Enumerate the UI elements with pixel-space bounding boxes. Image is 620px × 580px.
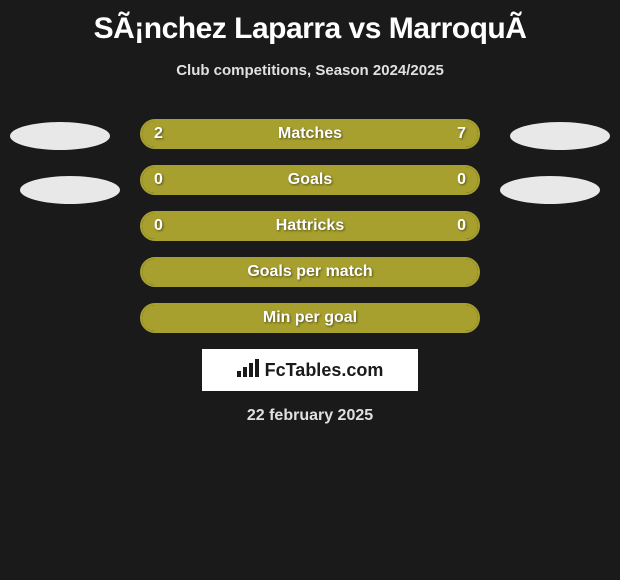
stat-value-right-goals: 0: [457, 171, 466, 189]
page-subtitle: Club competitions, Season 2024/2025: [0, 62, 620, 79]
logo-label: FcTables.com: [265, 360, 384, 381]
bar-min-per-goal: Min per goal: [140, 303, 480, 333]
logo-text: FcTables.com: [237, 359, 384, 382]
footer-date: 22 february 2025: [0, 407, 620, 425]
bar-goals-per-match: Goals per match: [140, 257, 480, 287]
stat-label-goals: Goals: [142, 171, 478, 189]
stat-value-right-hattricks: 0: [457, 217, 466, 235]
stat-row-hattricks: 0 Hattricks 0: [0, 211, 620, 241]
stat-label-matches: Matches: [142, 125, 478, 143]
stat-row-goals: 0 Goals 0: [0, 165, 620, 195]
logo-box: FcTables.com: [202, 349, 418, 391]
page-title: SÃ¡nchez Laparra vs MarroquÃ: [0, 0, 620, 46]
stat-row-min-per-goal: Min per goal: [0, 303, 620, 333]
stats-container: 2 Matches 7 0 Goals 0 0 Hattricks 0 Goal…: [0, 119, 620, 333]
stat-row-matches: 2 Matches 7: [0, 119, 620, 149]
chart-icon: [237, 359, 259, 382]
stat-row-goals-per-match: Goals per match: [0, 257, 620, 287]
stat-label-gpm: Goals per match: [142, 263, 478, 281]
bar-hattricks: 0 Hattricks 0: [140, 211, 480, 241]
stat-value-right-matches: 7: [457, 125, 466, 143]
stat-label-mpg: Min per goal: [142, 309, 478, 327]
bar-matches: 2 Matches 7: [140, 119, 480, 149]
stat-label-hattricks: Hattricks: [142, 217, 478, 235]
bar-goals: 0 Goals 0: [140, 165, 480, 195]
